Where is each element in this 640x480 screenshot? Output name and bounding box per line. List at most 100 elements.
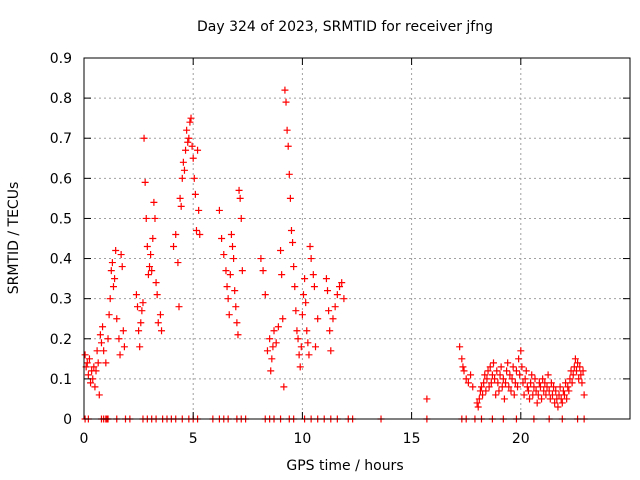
data-point	[336, 283, 344, 291]
data-point	[93, 347, 101, 355]
data-point	[459, 363, 467, 371]
data-point	[274, 323, 282, 331]
data-point	[236, 194, 244, 202]
data-point	[184, 138, 192, 146]
y-tick-label: 0.3	[50, 292, 72, 308]
data-point	[287, 226, 295, 234]
data-point	[263, 347, 271, 355]
data-point	[188, 142, 196, 150]
data-point	[238, 267, 246, 275]
data-point	[534, 391, 542, 399]
data-point	[524, 387, 532, 395]
data-point	[112, 247, 120, 255]
data-point	[227, 230, 235, 238]
y-axis-label: SRMTID / TECUs	[6, 182, 22, 295]
data-point	[218, 235, 226, 242]
data-point	[189, 154, 197, 162]
data-point	[83, 359, 91, 367]
data-point	[480, 379, 488, 387]
data-point	[481, 371, 489, 379]
data-point	[113, 315, 121, 323]
data-point	[484, 367, 492, 375]
data-point	[306, 243, 314, 251]
data-point	[324, 287, 332, 295]
data-point	[118, 263, 126, 271]
data-point	[84, 371, 92, 379]
data-point	[486, 363, 494, 371]
data-point	[132, 291, 140, 299]
data-point	[141, 178, 149, 186]
data-point	[563, 395, 571, 403]
data-point	[150, 198, 158, 206]
data-point	[516, 371, 524, 379]
data-point	[229, 243, 237, 251]
data-point	[148, 267, 156, 275]
data-point	[474, 403, 482, 411]
data-point	[111, 275, 119, 283]
data-point	[511, 379, 519, 387]
data-point	[286, 194, 294, 202]
data-point	[312, 343, 320, 351]
y-tick-label: 0.6	[50, 171, 72, 187]
data-point	[232, 303, 240, 311]
data-point	[322, 275, 330, 283]
data-point	[462, 375, 470, 383]
data-point	[314, 315, 322, 323]
data-point	[280, 383, 288, 391]
data-point	[147, 251, 155, 259]
data-point	[520, 391, 528, 399]
data-point	[96, 331, 104, 339]
data-point	[473, 399, 481, 407]
data-point	[91, 383, 99, 391]
data-point	[140, 134, 148, 142]
data-point	[512, 367, 520, 375]
data-point	[558, 399, 566, 407]
chart-title: Day 324 of 2023, SRMTID for receiver jfn…	[197, 19, 493, 35]
data-point	[568, 379, 576, 387]
data-point	[143, 243, 151, 251]
data-point	[283, 126, 291, 134]
y-tick-label: 0.5	[50, 211, 72, 227]
y-tick-label: 0.9	[50, 51, 72, 67]
data-point	[115, 335, 123, 343]
data-point	[257, 255, 265, 263]
x-tick-label: 20	[512, 431, 530, 447]
data-point	[579, 367, 587, 375]
y-tick-label: 0.7	[50, 131, 72, 147]
data-point	[277, 247, 285, 255]
data-point	[545, 387, 553, 395]
data-point	[327, 347, 335, 355]
data-point	[575, 375, 583, 383]
data-point	[565, 387, 573, 395]
y-tick-label: 0.1	[50, 372, 72, 388]
data-point	[507, 387, 515, 395]
data-point	[146, 263, 154, 271]
data-point	[329, 315, 337, 323]
data-point	[475, 395, 483, 403]
data-point	[310, 283, 318, 291]
data-point	[109, 283, 117, 291]
data-point	[191, 190, 199, 198]
data-point	[303, 327, 311, 335]
data-point	[423, 395, 431, 403]
data-point	[492, 391, 500, 399]
data-points	[81, 86, 588, 423]
data-point	[307, 255, 315, 263]
data-point	[117, 251, 125, 259]
data-point	[548, 391, 556, 399]
data-point	[94, 359, 102, 367]
data-point	[556, 383, 564, 391]
data-point	[477, 383, 485, 391]
data-point	[81, 351, 89, 359]
data-point	[234, 331, 242, 339]
data-point	[325, 307, 333, 315]
data-point	[531, 375, 539, 383]
data-point	[267, 367, 275, 375]
data-point	[528, 371, 536, 379]
data-point	[142, 214, 150, 222]
x-tick-label: 15	[403, 431, 421, 447]
data-point	[550, 383, 558, 391]
data-point	[305, 351, 313, 359]
data-point	[139, 299, 147, 307]
data-point	[120, 343, 128, 351]
